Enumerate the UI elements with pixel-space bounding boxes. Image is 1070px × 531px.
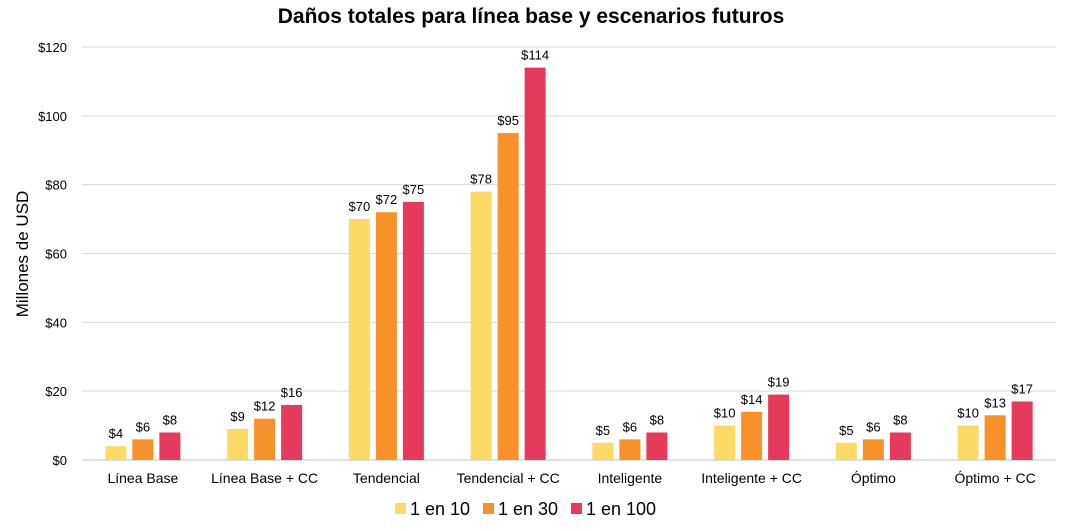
bar — [835, 442, 857, 460]
data-label: $16 — [281, 385, 303, 400]
bar — [159, 432, 181, 460]
x-category-label: Óptimo — [851, 470, 896, 486]
data-label: $8 — [893, 412, 907, 427]
y-axis-label: Millones de USD — [13, 191, 32, 318]
legend-label: 1 en 100 — [586, 499, 656, 519]
y-tick-label: $80 — [45, 178, 67, 193]
y-tick-label: $40 — [45, 315, 67, 330]
data-label: $8 — [163, 412, 177, 427]
data-label: $12 — [254, 399, 276, 414]
bar — [592, 442, 614, 460]
data-label: $5 — [596, 423, 610, 438]
data-label: $5 — [839, 423, 853, 438]
legend-label: 1 en 30 — [498, 499, 558, 519]
bar — [619, 439, 641, 460]
bar — [470, 191, 492, 461]
data-label: $6 — [623, 419, 637, 434]
y-axis-ticks: $0 $20 $40 $60 $80 $100 $120 — [38, 40, 67, 468]
x-category-label: Línea Base + CC — [211, 470, 318, 486]
bar — [646, 432, 668, 460]
bar — [889, 432, 911, 460]
bar — [741, 411, 763, 460]
bar — [862, 439, 884, 460]
data-label: $70 — [349, 199, 371, 214]
data-label: $14 — [741, 392, 763, 407]
data-label: $17 — [1011, 381, 1033, 396]
data-label: $13 — [984, 395, 1006, 410]
data-label: $10 — [957, 406, 979, 421]
data-labels: $4 $6 $8 $9 $12 $16 $70 $72 $75 $78 $95 $114 $5 $6 $8 $… — [109, 48, 1033, 442]
bar — [254, 418, 276, 460]
bars — [105, 67, 1033, 461]
x-category-label: Inteligente + CC — [701, 470, 802, 486]
legend-label: 1 en 10 — [410, 499, 470, 519]
bar — [281, 404, 303, 460]
x-category-label: Tendencial — [353, 470, 420, 486]
data-label: $78 — [470, 172, 492, 187]
legend-swatch — [571, 503, 582, 514]
data-label: $114 — [521, 48, 549, 63]
bar — [402, 201, 424, 460]
y-tick-label: $0 — [53, 453, 67, 468]
x-category-label: Óptimo + CC — [954, 470, 1035, 486]
bar — [1011, 401, 1033, 460]
y-tick-label: $120 — [38, 40, 67, 55]
y-tick-label: $60 — [45, 247, 67, 262]
x-category-label: Tendencial + CC — [457, 470, 560, 486]
x-category-label: Línea Base — [107, 470, 178, 486]
data-label: $72 — [376, 192, 398, 207]
bar — [375, 212, 397, 460]
data-label: $75 — [403, 182, 425, 197]
data-label: $9 — [230, 409, 244, 424]
data-label: $4 — [109, 426, 123, 441]
bar — [497, 133, 519, 460]
bar — [348, 219, 370, 460]
bar — [524, 67, 546, 461]
legend-swatch — [483, 503, 494, 514]
data-label: $19 — [768, 375, 790, 390]
x-axis-categories: Línea Base Línea Base + CC Tendencial Tende… — [107, 470, 1035, 486]
bar — [132, 439, 154, 460]
data-label: $95 — [497, 113, 519, 128]
data-label: $6 — [136, 419, 150, 434]
data-label: $6 — [866, 419, 880, 434]
data-label: $8 — [650, 412, 664, 427]
bar — [984, 415, 1006, 460]
bar — [227, 429, 249, 460]
bar — [105, 446, 127, 460]
y-tick-label: $20 — [45, 384, 67, 399]
data-label: $10 — [714, 406, 736, 421]
y-tick-label: $100 — [38, 109, 67, 124]
bar — [957, 425, 979, 460]
bar — [714, 425, 736, 460]
bar — [768, 394, 790, 460]
chart-title: Daños totales para línea base y escenari… — [278, 5, 785, 28]
legend: 1 en 10 1 en 30 1 en 100 — [395, 499, 656, 519]
x-category-label: Inteligente — [598, 470, 663, 486]
gridlines — [82, 46, 1056, 461]
legend-swatch — [395, 503, 406, 514]
